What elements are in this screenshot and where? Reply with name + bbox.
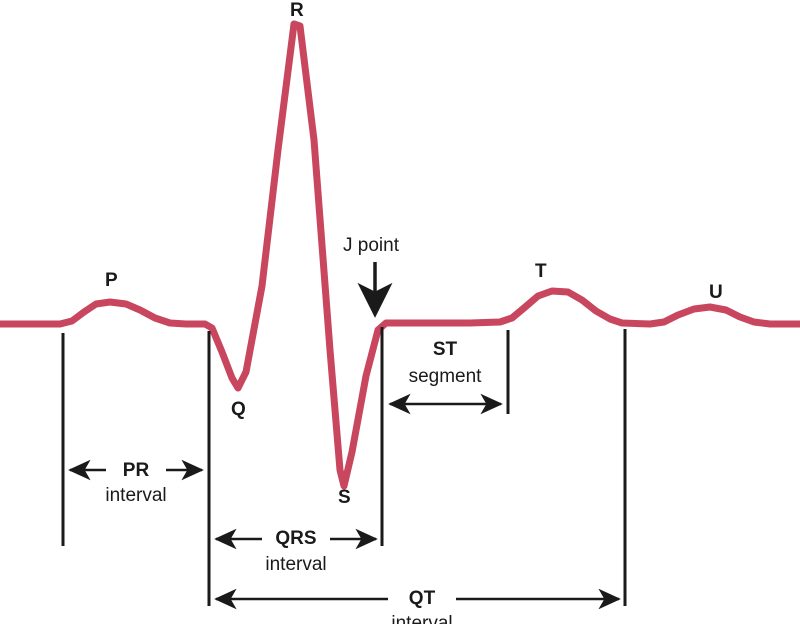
qt-interval-label-line2: interval (391, 613, 452, 624)
wave-label-u: U (709, 282, 723, 303)
wave-label-s: S (338, 487, 351, 508)
qrs-interval-label-line1: QRS (275, 528, 316, 549)
j-point-label: J point (343, 235, 400, 256)
wave-label-p: P (105, 270, 118, 291)
st-segment-label-line1: ST (433, 339, 458, 360)
qt-interval-label-line1: QT (409, 588, 436, 609)
wave-label-t: T (535, 261, 547, 282)
pr-interval-label-line2: interval (105, 485, 166, 506)
pr-interval-label-line1: PR (123, 460, 150, 481)
st-segment-label-line2: segment (409, 366, 483, 387)
ecg-trace-line (0, 20, 800, 490)
qrs-interval-label-line2: interval (265, 554, 326, 575)
wave-label-r: R (290, 0, 304, 21)
wave-label-q: Q (231, 399, 246, 420)
